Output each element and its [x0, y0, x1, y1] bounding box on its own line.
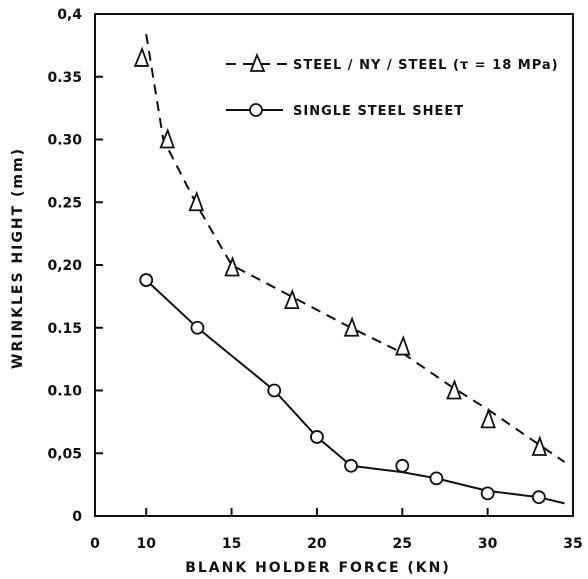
legend-label-single-steel-sheet: SINGLE STEEL SHEET — [293, 104, 464, 119]
data-point-triangle — [188, 190, 204, 212]
x-tick-label: 0 — [90, 536, 100, 552]
data-point-triangle — [283, 288, 300, 310]
legend: STEEL / NY / STEEL (τ = 18 MPa) SINGLE S… — [226, 52, 559, 119]
data-point-triangle — [343, 316, 360, 337]
data-point-circle — [310, 430, 324, 444]
y-tick-label: 0.15 — [47, 321, 82, 337]
x-tick-label: 10 — [136, 536, 156, 552]
data-point-circle — [139, 273, 154, 287]
data-point-triangle — [446, 378, 462, 400]
y-tick-label: 0 — [72, 509, 82, 525]
y-tick-label: 0.30 — [47, 133, 82, 149]
y-tick-label: 0,4 — [57, 7, 82, 23]
y-axis-title: WRINKLES HIGHT (mm) — [10, 147, 26, 369]
x-tick-label: 15 — [222, 536, 241, 552]
y-tick-label: 0.25 — [47, 195, 82, 211]
x-tick-label: 20 — [307, 536, 327, 552]
y-tick-label: 0.10 — [47, 384, 82, 400]
data-point-triangle — [394, 335, 411, 356]
data-point-circle — [267, 383, 282, 398]
y-tick-label: 0,20 — [47, 258, 82, 274]
data-point-circle — [190, 320, 205, 335]
data-point-triangle — [159, 127, 175, 149]
legend-label-steel-ny-steel: STEEL / NY / STEEL (τ = 18 MPa) — [293, 58, 559, 73]
x-axis-title: BLANK HOLDER FORCE (KN) — [185, 560, 451, 576]
data-point-triangle — [224, 255, 240, 277]
series-line-single-steel-sheet — [145, 279, 565, 505]
data-point-circle — [395, 458, 410, 473]
x-axis-ticks: 0 10 15 20 25 30 35 — [90, 508, 583, 552]
series-line-steel-ny-steel — [145, 33, 566, 463]
y-tick-label: 0,05 — [47, 446, 82, 462]
data-point-triangle — [531, 435, 548, 456]
data-point-triangle — [480, 407, 496, 429]
y-tick-label: 0.35 — [47, 70, 82, 86]
data-point-circle — [531, 490, 546, 505]
data-point-circle — [429, 471, 444, 486]
series-layer — [133, 33, 566, 505]
x-tick-label: 30 — [478, 536, 498, 552]
x-tick-label: 25 — [393, 536, 412, 552]
legend-circle-marker — [249, 103, 263, 117]
x-tick-label: 35 — [563, 536, 582, 552]
data-point-circle — [344, 458, 358, 473]
plot-frame — [94, 13, 574, 517]
y-axis-ticks: 0 0,05 0.10 0.15 0,20 0.25 0.30 0.35 0,4 — [47, 7, 103, 525]
legend-triangle-marker — [249, 52, 266, 72]
data-point-circle — [480, 486, 495, 501]
data-point-triangle — [133, 46, 150, 67]
